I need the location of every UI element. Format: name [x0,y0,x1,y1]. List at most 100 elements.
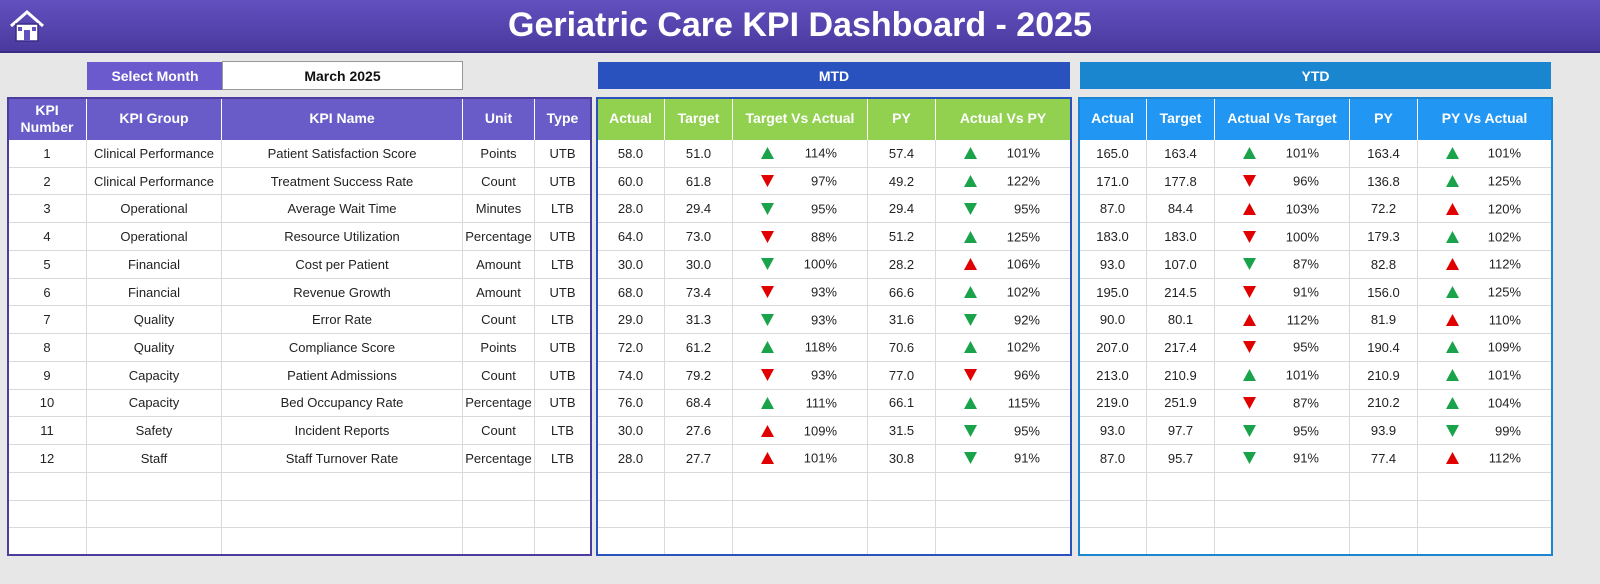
table-cell: Count [463,361,535,390]
table-cell: 27.6 [665,417,733,446]
table-cell: Capacity [87,361,222,390]
status-cell: 87% [1215,250,1350,279]
table-cell: Resource Utilization [222,223,463,251]
percent-value: 87% [1292,395,1319,411]
arrow-shape [1446,147,1459,160]
status-cell: 93% [733,361,868,390]
arrow-up [1446,286,1459,299]
percent-value: 109% [803,423,837,439]
table-cell: 7 [8,306,87,335]
percent-value: 100% [803,256,837,272]
status-cell: 100% [1215,223,1350,251]
status-cell: 125% [1418,278,1552,307]
table-cell: 95.7 [1147,445,1215,473]
table-cell: 28.0 [597,195,665,224]
arrow-shape [1243,202,1256,215]
table-cell: Incident Reports [222,417,463,446]
empty-cell [535,528,591,556]
status-cell: 101% [1418,140,1552,168]
empty-cell [1215,528,1350,556]
arrow-shape [761,369,774,382]
status-cell: 95% [1215,334,1350,362]
status-cell: 106% [936,250,1071,279]
empty-cell [1215,500,1350,529]
column-header: Target [665,97,733,140]
home-icon[interactable] [8,8,46,44]
arrow-down [1446,424,1459,437]
percent-value: 96% [1292,173,1319,189]
percent-value: 95% [1013,201,1040,217]
status-cell: 110% [1418,306,1552,335]
table-cell: Points [463,140,535,168]
table-cell: Compliance Score [222,334,463,362]
empty-cell [936,500,1071,529]
table-cell: 195.0 [1079,278,1147,307]
table-cell: Quality [87,334,222,362]
arrow-down [964,452,977,465]
month-select[interactable]: March 2025 [222,61,463,90]
table-cell: 210.9 [1147,361,1215,390]
table-cell: Bed Occupancy Rate [222,389,463,418]
arrow-down [1243,258,1256,271]
arrow-down [761,369,774,382]
table-cell: 76.0 [597,389,665,418]
table-cell: Patient Satisfaction Score [222,140,463,168]
percent-value: 97% [810,173,837,189]
table-cell: 9 [8,361,87,390]
status-cell: 112% [1418,445,1552,473]
arrow-shape [964,286,977,299]
column-header: Type [535,97,591,140]
arrow-shape [964,369,977,382]
table-cell: UTB [535,389,591,418]
status-cell: 99% [1418,417,1552,446]
arrow-shape [964,313,977,326]
percent-value: 96% [1013,367,1040,383]
table-cell: 4 [8,223,87,251]
table-cell: Staff Turnover Rate [222,445,463,473]
table-cell: 93.0 [1079,250,1147,279]
arrow-shape [761,286,774,299]
arrow-shape [1446,175,1459,188]
table-cell: 251.9 [1147,389,1215,418]
arrow-down [964,369,977,382]
percent-value: 93% [810,312,837,328]
table-cell: 8 [8,334,87,362]
table-cell: 57.4 [868,140,936,168]
table-cell: 12 [8,445,87,473]
title-bar: Geriatric Care KPI Dashboard - 2025 [0,0,1600,53]
arrow-up [761,452,774,465]
table-cell: 183.0 [1079,223,1147,251]
table-cell: 51.0 [665,140,733,168]
empty-cell [1418,528,1552,556]
percent-value: 102% [1006,284,1040,300]
status-cell: 95% [1215,417,1350,446]
arrow-shape [1243,424,1256,437]
column-header: PY [1350,97,1418,140]
dashboard-title: Geriatric Care KPI Dashboard - 2025 [508,6,1092,44]
percent-value: 95% [1292,423,1319,439]
arrow-down [1243,452,1256,465]
arrow-shape [964,452,977,465]
empty-cell [1215,472,1350,501]
empty-cell [8,528,87,556]
status-cell: 91% [936,445,1071,473]
arrow-shape [1243,230,1256,243]
column-header: Actual [1079,97,1147,140]
table-cell: Financial [87,250,222,279]
percent-value: 91% [1292,284,1319,300]
arrow-shape [1446,424,1459,437]
table-cell: 6 [8,278,87,307]
table-cell: 11 [8,417,87,446]
empty-cell [535,472,591,501]
percent-value: 91% [1292,450,1319,466]
percent-value: 125% [1487,284,1521,300]
table-cell: 58.0 [597,140,665,168]
table-cell: 30.0 [597,417,665,446]
empty-cell [665,528,733,556]
percent-value: 101% [803,450,837,466]
percent-value: 87% [1292,256,1319,272]
arrow-shape [1446,341,1459,354]
table-cell: 28.0 [597,445,665,473]
arrow-up [964,175,977,188]
column-header: PY [868,97,936,140]
